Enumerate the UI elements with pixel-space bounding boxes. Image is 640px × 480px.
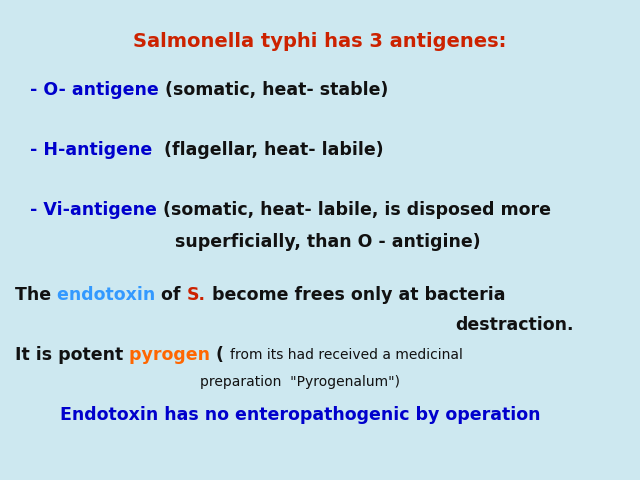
Text: (flagellar, heat- labile): (flagellar, heat- labile) <box>164 141 384 159</box>
Text: It is potent: It is potent <box>15 346 129 364</box>
Text: (: ( <box>216 346 230 364</box>
Text: The: The <box>15 286 57 304</box>
Text: - H-antigene: - H-antigene <box>30 141 164 159</box>
Text: Endotoxin has no enteropathogenic by operation: Endotoxin has no enteropathogenic by ope… <box>60 406 541 424</box>
Text: - O- antigene: - O- antigene <box>30 81 164 99</box>
Text: preparation  "Pyrogenalum"): preparation "Pyrogenalum") <box>200 375 400 389</box>
Text: become frees only at bacteria: become frees only at bacteria <box>206 286 506 304</box>
Text: S.: S. <box>187 286 206 304</box>
Text: endotoxin: endotoxin <box>57 286 161 304</box>
Text: superficially, than O - antigine): superficially, than O - antigine) <box>175 233 481 251</box>
Text: pyrogen: pyrogen <box>129 346 216 364</box>
Text: Salmonella typhi has 3 antigenes:: Salmonella typhi has 3 antigenes: <box>133 32 507 51</box>
Text: - Vi-antigene: - Vi-antigene <box>30 201 163 219</box>
Text: from its had received a medicinal: from its had received a medicinal <box>230 348 463 362</box>
Text: destraction.: destraction. <box>455 316 573 334</box>
Text: of: of <box>161 286 187 304</box>
Text: (somatic, heat- labile, is disposed more: (somatic, heat- labile, is disposed more <box>163 201 551 219</box>
Text: (somatic, heat- stable): (somatic, heat- stable) <box>164 81 388 99</box>
